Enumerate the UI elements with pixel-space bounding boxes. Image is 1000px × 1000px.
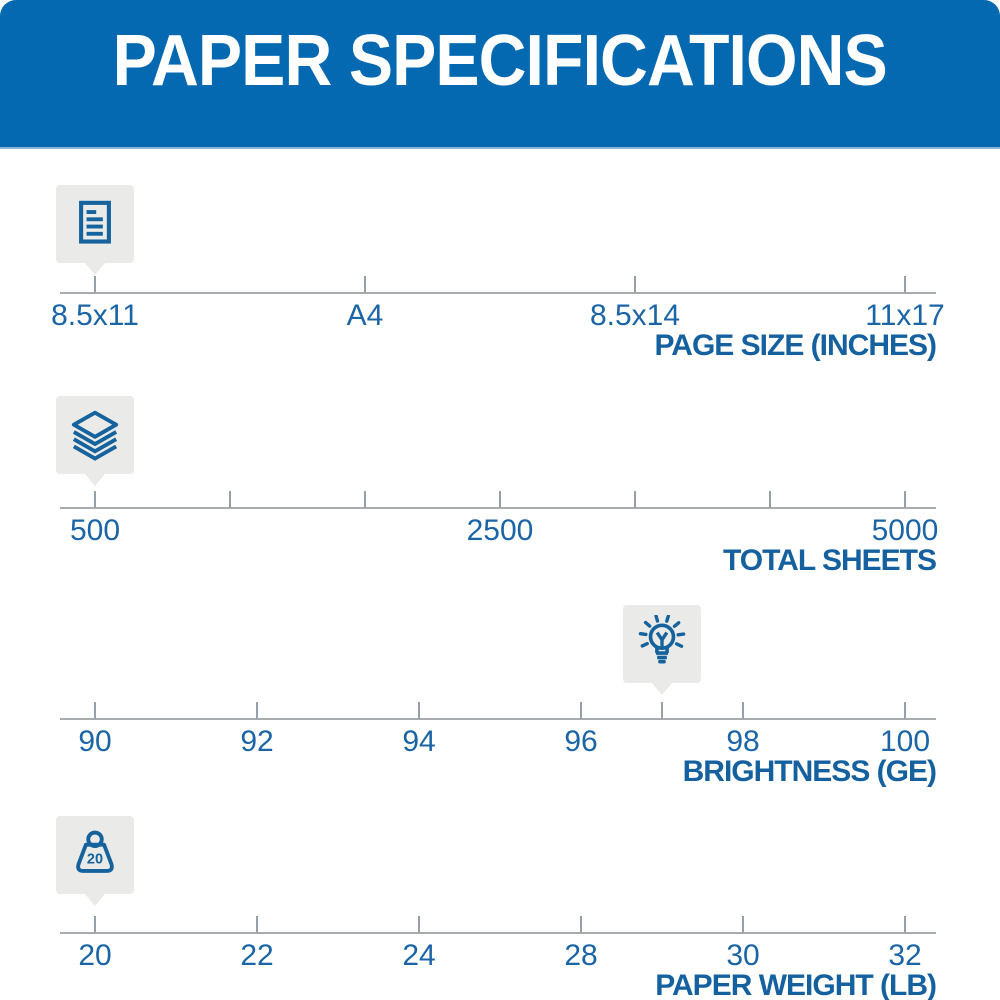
tick-mark [634, 276, 637, 293]
tick-label: 96 [564, 725, 598, 758]
marker-badge [623, 605, 701, 683]
marker-badge-pointer [85, 474, 105, 486]
axis-title: BRIGHTNESS (GE) [682, 755, 937, 788]
axis-title: TOTAL SHEETS [722, 544, 937, 577]
axis-line [60, 292, 936, 294]
tick-label: 22 [240, 939, 274, 972]
tick-label: 92 [240, 725, 274, 758]
tick-mark [418, 916, 420, 933]
tick-label: 32 [888, 939, 922, 972]
page-title: PAPER SPECIFICATIONS [112, 20, 888, 101]
marker-badge: 20 [56, 816, 134, 894]
axis-title: PAGE SIZE (INCHES) [654, 329, 937, 362]
tick-mark [742, 916, 744, 933]
tick-label: 8.5x11 [51, 299, 139, 332]
svg-text:20: 20 [87, 851, 103, 867]
tick-mark [904, 702, 906, 719]
tick-mark [256, 916, 258, 933]
tick-label: 94 [402, 725, 436, 758]
axis-line [60, 718, 936, 720]
marker-badge [56, 185, 134, 263]
tick-mark [904, 916, 906, 933]
tick-mark [768, 491, 771, 508]
tick-label: 2500 [466, 514, 534, 547]
tick-mark [580, 916, 582, 933]
tick-mark [904, 276, 906, 293]
tick-label: 5000 [871, 514, 939, 547]
tick-mark [363, 491, 366, 508]
tick-mark [499, 491, 501, 508]
tick-label: 30 [726, 939, 760, 972]
header-banner: PAPER SPECIFICATIONS [0, 0, 1000, 149]
marker-tick [661, 702, 663, 719]
tick-label: 28 [564, 939, 598, 972]
tick-label: A4 [346, 299, 384, 332]
tick-label: 24 [402, 939, 436, 972]
axis-line [60, 932, 936, 934]
axis-line [60, 507, 936, 509]
tick-mark [94, 491, 96, 508]
tick-mark [94, 276, 96, 293]
tick-mark [742, 702, 744, 719]
tick-mark [904, 491, 906, 508]
tick-mark [363, 276, 366, 293]
tick-mark [634, 491, 637, 508]
tick-mark [94, 702, 96, 719]
tick-label: 8.5x14 [589, 299, 681, 332]
sheets-icon [71, 410, 119, 461]
tick-label: 98 [726, 725, 760, 758]
marker-badge-pointer [85, 894, 105, 906]
document-icon [79, 200, 111, 244]
tick-label: 100 [879, 725, 931, 758]
marker-badge-pointer [85, 263, 105, 275]
tick-mark [229, 491, 232, 508]
marker-badge-pointer [652, 683, 672, 695]
tick-mark [256, 702, 258, 719]
marker-badge [56, 396, 134, 474]
tick-mark [94, 916, 96, 933]
tick-label: 90 [78, 725, 112, 758]
tick-label: 11x17 [865, 299, 945, 332]
tick-mark [580, 702, 582, 719]
weight-icon: 20 [76, 830, 114, 873]
tick-label: 20 [78, 939, 112, 972]
tick-label: 500 [69, 514, 121, 547]
lightbulb-icon [638, 615, 686, 664]
axis-title: PAPER WEIGHT (LB) [655, 969, 937, 1000]
tick-mark [418, 702, 420, 719]
